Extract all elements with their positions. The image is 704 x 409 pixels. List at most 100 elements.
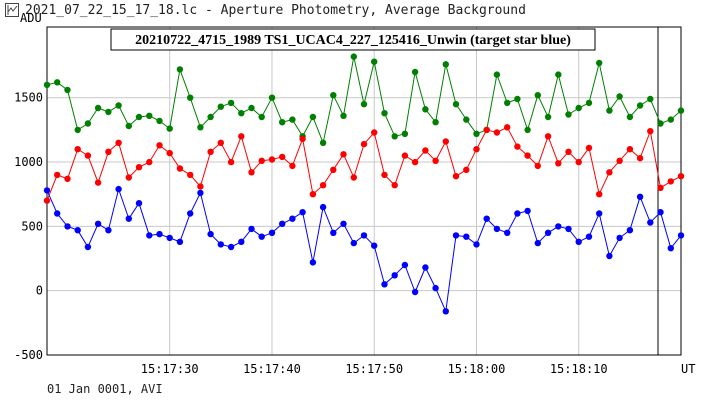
series-line [46, 126, 682, 201]
window-title: 2021_07_22_15_17_18.lc - Aperture Photom… [25, 3, 526, 18]
data-point [544, 133, 552, 140]
y-tick-labels: -500 0 500 1000 1500 [14, 91, 43, 362]
data-point [575, 104, 582, 112]
data-point [176, 66, 184, 73]
data-point [432, 157, 439, 164]
series-2 [43, 185, 685, 315]
y-tick-label: -500 [14, 348, 43, 362]
data-point [657, 120, 664, 127]
data-point [350, 53, 357, 60]
data-point [248, 104, 255, 112]
data-point [268, 229, 276, 236]
data-point [391, 133, 398, 140]
data-point [647, 95, 654, 103]
data-point [54, 171, 61, 179]
data-point [524, 152, 531, 159]
data-point [43, 187, 51, 194]
data-point [391, 272, 398, 279]
data-point [360, 140, 368, 148]
data-point [64, 86, 71, 94]
data-point [452, 173, 460, 180]
lightcurve-app-icon [5, 2, 19, 17]
data-point [381, 110, 388, 117]
data-point [299, 135, 306, 143]
data-point [606, 107, 613, 114]
grid-lines [47, 27, 681, 356]
data-point [84, 120, 92, 127]
data-point [84, 152, 92, 159]
data-point [115, 102, 122, 109]
data-point [217, 103, 224, 110]
data-point [575, 158, 582, 166]
data-point [289, 162, 296, 170]
data-point [74, 126, 81, 134]
data-point [238, 110, 245, 117]
data-point [187, 94, 194, 101]
data-point [207, 113, 214, 121]
series-line [46, 187, 682, 314]
data-point [401, 130, 409, 137]
data-point [43, 81, 51, 89]
data-point [105, 227, 112, 234]
data-point [227, 158, 235, 166]
data-point [626, 227, 634, 234]
data-point [166, 125, 173, 132]
data-point [483, 215, 490, 222]
data-point [238, 133, 245, 140]
data-point [411, 68, 419, 76]
data-point [596, 59, 603, 67]
data-point [596, 191, 603, 198]
data-point [115, 139, 122, 146]
data-point [371, 242, 378, 249]
data-point [504, 229, 511, 236]
data-point [493, 225, 501, 233]
data-point [360, 101, 368, 108]
data-point [422, 106, 429, 113]
data-point [555, 160, 562, 167]
data-point [146, 232, 153, 239]
data-point [657, 209, 664, 216]
data-point [544, 229, 552, 236]
data-point [504, 99, 511, 107]
data-point [616, 234, 623, 242]
x-tick-label: 15:17:40 [243, 362, 301, 376]
light-curve-chart: -500 0 500 1000 1500 15:17:30 15:17:40 15:17:5… [14, 11, 695, 376]
data-point [555, 223, 562, 230]
data-point [94, 179, 102, 186]
x-tick-labels: 15:17:30 15:17:40 15:17:50 15:18:00 15:18:10 [141, 362, 608, 376]
data-point [667, 245, 674, 252]
window-titlebar: 2021_07_22_15_17_18.lc - Aperture Photom… [0, 0, 704, 24]
data-point [54, 79, 61, 86]
plot-frame [46, 26, 682, 356]
y-tick-label: 0 [36, 284, 43, 298]
data-point [197, 124, 204, 131]
data-point [442, 138, 449, 145]
data-point [442, 61, 449, 68]
data-point [340, 220, 347, 227]
data-point [381, 171, 388, 179]
data-point [575, 238, 582, 245]
data-point [279, 220, 286, 227]
data-point [585, 144, 593, 152]
data-point [94, 220, 102, 227]
data-point [534, 239, 541, 247]
data-point [616, 157, 623, 164]
data-point [667, 116, 674, 123]
data-point [534, 92, 541, 99]
data-point [299, 209, 306, 216]
data-point [514, 95, 521, 103]
data-point [463, 233, 470, 240]
data-point [125, 174, 132, 181]
data-point [309, 191, 317, 198]
data-point [156, 117, 163, 125]
x-tick-label: 15:18:10 [550, 362, 608, 376]
data-point [187, 171, 194, 179]
data-point [493, 71, 501, 78]
data-point [43, 197, 51, 204]
data-point [493, 129, 501, 136]
data-point [647, 128, 654, 135]
data-point [391, 182, 398, 189]
data-point [166, 234, 173, 242]
y-tick-label: 500 [21, 219, 43, 233]
data-point [585, 233, 593, 240]
